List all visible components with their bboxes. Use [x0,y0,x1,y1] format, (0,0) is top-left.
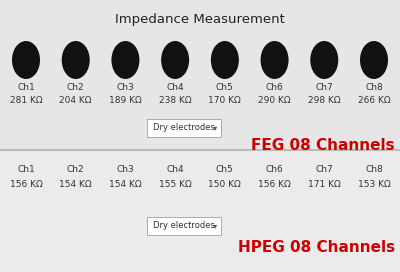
Text: 171 KΩ: 171 KΩ [308,180,341,189]
Text: Ch8: Ch8 [365,83,383,92]
Text: Dry electrodes: Dry electrodes [153,123,215,132]
Ellipse shape [260,41,288,79]
Text: 155 KΩ: 155 KΩ [159,180,192,189]
Text: Ch6: Ch6 [266,83,284,92]
Text: HPEG 08 Channels: HPEG 08 Channels [238,240,395,255]
Ellipse shape [12,41,40,79]
Text: 156 KΩ: 156 KΩ [258,180,291,189]
Ellipse shape [112,41,140,79]
Text: Ch4: Ch4 [166,83,184,92]
Text: Ch5: Ch5 [216,165,234,174]
Text: Ch2: Ch2 [67,83,84,92]
Text: 298 KΩ: 298 KΩ [308,96,340,105]
Text: 154 KΩ: 154 KΩ [60,180,92,189]
Text: ▾: ▾ [213,221,217,230]
Text: Ch6: Ch6 [266,165,284,174]
Text: 266 KΩ: 266 KΩ [358,96,390,105]
Text: Ch7: Ch7 [316,165,333,174]
FancyBboxPatch shape [147,119,221,137]
Ellipse shape [211,41,239,79]
Ellipse shape [360,41,388,79]
Text: Impedance Measurement: Impedance Measurement [115,13,285,26]
Text: 238 KΩ: 238 KΩ [159,96,192,105]
Ellipse shape [62,41,90,79]
FancyBboxPatch shape [147,217,221,235]
Text: 204 KΩ: 204 KΩ [60,96,92,105]
Text: FEG 08 Channels: FEG 08 Channels [251,138,395,153]
Text: 156 KΩ: 156 KΩ [10,180,42,189]
Text: ▾: ▾ [213,123,217,132]
Text: Ch4: Ch4 [166,165,184,174]
Text: Ch8: Ch8 [365,165,383,174]
Text: Ch3: Ch3 [116,165,134,174]
Text: Ch1: Ch1 [17,165,35,174]
Ellipse shape [161,41,189,79]
Ellipse shape [310,41,338,79]
Text: 281 KΩ: 281 KΩ [10,96,42,105]
Text: Ch3: Ch3 [116,83,134,92]
Text: 153 KΩ: 153 KΩ [358,180,390,189]
Text: Ch1: Ch1 [17,83,35,92]
Text: Ch7: Ch7 [316,83,333,92]
Text: 154 KΩ: 154 KΩ [109,180,142,189]
Text: 290 KΩ: 290 KΩ [258,96,291,105]
Bar [0,0,400,150]
Text: 150 KΩ: 150 KΩ [208,180,241,189]
Text: Ch5: Ch5 [216,83,234,92]
Text: Dry electrodes: Dry electrodes [153,221,215,230]
Text: 170 KΩ: 170 KΩ [208,96,241,105]
Bar [0,150,400,272]
Text: 189 KΩ: 189 KΩ [109,96,142,105]
Text: Ch2: Ch2 [67,165,84,174]
